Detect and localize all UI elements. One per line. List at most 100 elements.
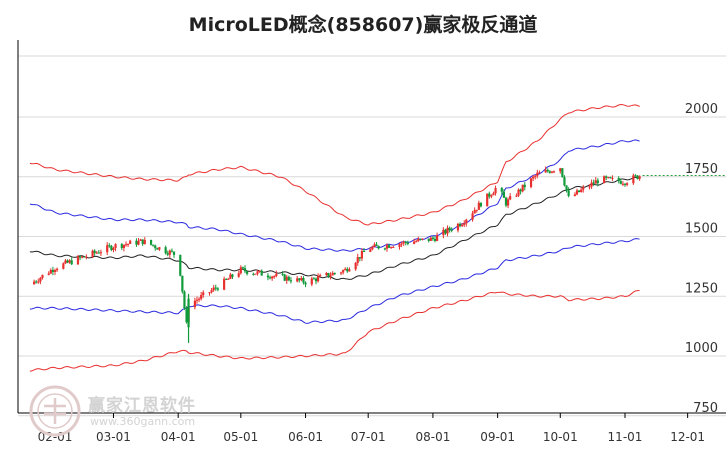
y-tick-label: 750 [693, 401, 718, 416]
candle-body [465, 219, 468, 224]
candle-body [114, 244, 117, 248]
inner-lower-band [29, 238, 640, 324]
candle-body [110, 245, 113, 251]
candle-body [417, 238, 420, 242]
candle-body [66, 260, 69, 263]
y-tick-labels: 2000 1750 1500 1250 1000 750 [685, 102, 718, 416]
candle-body [490, 195, 493, 197]
candle-body [500, 187, 503, 192]
candle-body [456, 223, 460, 231]
candle-body [166, 253, 169, 255]
candle-body [227, 278, 230, 280]
candle-body [596, 180, 599, 184]
candle-body [406, 242, 409, 244]
candle-body [53, 270, 57, 272]
candle-body [195, 299, 199, 301]
candle-body [183, 291, 186, 309]
candle-body [256, 271, 259, 274]
candle-body [243, 268, 247, 272]
candle-body [214, 287, 217, 289]
candle-body [129, 240, 132, 244]
candle-body [37, 281, 40, 283]
candle-body [617, 178, 620, 182]
candle-body [634, 175, 637, 177]
candle-body [239, 267, 242, 274]
candle-body [567, 190, 570, 196]
candle-body [245, 271, 249, 274]
candle-body [506, 199, 510, 206]
candle-body [431, 237, 435, 239]
candle-body [605, 176, 608, 178]
candle-body [237, 273, 240, 277]
candle-body [559, 168, 562, 172]
candle-body [477, 202, 480, 210]
candles [33, 166, 641, 343]
candle-body [273, 276, 276, 278]
x-tick-label: 03-01 [96, 430, 131, 444]
candle-body [504, 197, 508, 206]
candle-body [296, 278, 299, 282]
x-tick-label: 06-01 [288, 430, 323, 444]
candle-body [419, 238, 422, 240]
y-tick-label: 2000 [685, 102, 718, 117]
candle-body [41, 274, 44, 278]
candle-body [519, 189, 522, 192]
candle-body [149, 239, 153, 245]
axes [17, 40, 726, 414]
y-tick-label: 1750 [685, 162, 718, 177]
candle-body [536, 172, 539, 176]
candle-body [492, 193, 495, 196]
candle-body [331, 272, 334, 276]
candle-body [371, 246, 374, 250]
candle-body [502, 191, 505, 198]
candle-body [271, 276, 274, 279]
candle-body [479, 202, 483, 207]
candle-body [398, 243, 401, 247]
candle-body [532, 176, 535, 179]
candle-body [373, 244, 376, 247]
candle-body [62, 263, 65, 269]
x-tick-label: 08-01 [415, 430, 450, 444]
candle-body [310, 278, 313, 285]
candle-body [619, 181, 622, 184]
candle-body [494, 187, 497, 194]
candle-body [275, 273, 278, 277]
candle-body [81, 256, 84, 258]
candle-body [458, 223, 462, 227]
candle-body [392, 246, 395, 248]
candle-body [99, 252, 103, 254]
x-tick-label: 10-01 [543, 430, 578, 444]
candle-body [91, 250, 94, 257]
candle-body [625, 183, 629, 185]
candle-body [594, 180, 597, 184]
candle-body [281, 273, 284, 275]
candle-body [552, 171, 556, 173]
chart-title: MicroLED概念(858607)赢家极反通道 [188, 14, 538, 36]
candle-body [298, 278, 301, 281]
candle-body [538, 172, 541, 174]
candle-body [333, 272, 336, 274]
candle-body [225, 278, 228, 280]
candle-body [521, 184, 524, 192]
candle-body [197, 298, 201, 300]
candle-body [314, 278, 318, 282]
candle-body [254, 273, 257, 275]
x-tick-label: 12-01 [670, 430, 705, 444]
x-tick-label: 11-01 [608, 430, 643, 444]
candle-body [179, 254, 182, 276]
candle-body [141, 239, 144, 245]
x-tick-label: 05-01 [223, 430, 258, 444]
candle-body [185, 308, 188, 323]
candle-body [252, 273, 255, 275]
candle-body [377, 245, 380, 249]
candle-body [135, 240, 138, 245]
candle-body [120, 244, 123, 248]
candle-body [402, 241, 405, 244]
candle-body [517, 189, 520, 196]
candle-body [415, 241, 418, 243]
candle-body [611, 178, 614, 180]
candle-body [356, 257, 359, 263]
candle-body [164, 247, 167, 254]
candle-body [152, 244, 155, 246]
candle-body [76, 256, 80, 265]
